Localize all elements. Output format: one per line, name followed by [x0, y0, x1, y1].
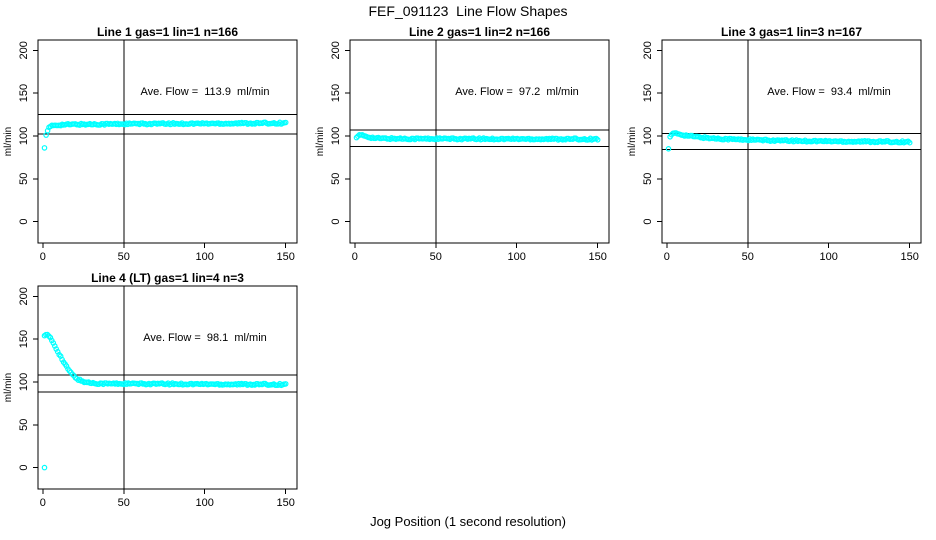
axes	[37, 285, 298, 490]
panel-title-line-3: Line 3 gas=1 lin=3 n=167	[720, 25, 863, 39]
panel-title-line-1: Line 1 gas=1 lin=1 n=166	[96, 25, 239, 39]
ave-flow-label-line-2: Ave. Flow = 97.2 ml/min	[455, 86, 579, 98]
svg-text:150: 150	[900, 251, 918, 263]
svg-text:100: 100	[18, 127, 30, 145]
svg-text:50: 50	[18, 419, 30, 431]
svg-text:100: 100	[196, 251, 214, 263]
svg-text:0: 0	[40, 251, 46, 263]
x-axis-ticks: 0 50 100 150	[352, 243, 607, 263]
svg-text:100: 100	[18, 373, 30, 391]
data-points	[665, 130, 913, 152]
svg-text:50: 50	[18, 173, 30, 185]
figure-title: FEF_091123 Line Flow Shapes	[368, 3, 568, 19]
axes	[349, 39, 610, 244]
plot-line-4: 0 50 100 150 0 50 100 150 200 ml/min	[3, 285, 298, 509]
panel-title-line-2: Line 2 gas=1 lin=2 n=166	[408, 25, 551, 39]
svg-text:150: 150	[18, 84, 30, 102]
svg-text:0: 0	[330, 219, 342, 225]
axes	[37, 39, 298, 244]
svg-text:150: 150	[18, 330, 30, 348]
axes	[661, 39, 922, 244]
svg-text:150: 150	[588, 251, 606, 263]
panel-line-1: 0 50 100 150 0 50 100 150 200 ml/min Line 1 gas=1…	[0, 24, 312, 270]
svg-text:50: 50	[118, 497, 130, 509]
plot-box	[661, 39, 922, 244]
ave-flow-label-line-3: Ave. Flow = 93.4 ml/min	[767, 86, 891, 98]
svg-text:100: 100	[642, 127, 654, 145]
svg-text:100: 100	[508, 251, 526, 263]
y-axis-title: ml/min	[315, 127, 326, 156]
ave-flow-label-line-4: Ave. Flow = 98.1 ml/min	[143, 332, 267, 344]
y-axis-title: ml/min	[3, 127, 14, 156]
plot-line-1: 0 50 100 150 0 50 100 150 200 ml/min	[3, 39, 298, 263]
svg-text:200: 200	[18, 41, 30, 59]
svg-text:0: 0	[18, 219, 30, 225]
svg-text:200: 200	[18, 287, 30, 305]
svg-text:150: 150	[276, 251, 294, 263]
data-points	[353, 132, 601, 143]
outlier-point	[41, 145, 48, 151]
svg-text:100: 100	[196, 497, 214, 509]
outlier-point	[41, 464, 48, 471]
plot-line-2: 0 50 100 150 0 50 100 150 200 ml/min	[315, 39, 610, 263]
data-points	[41, 119, 289, 151]
panel-line-2: 0 50 100 150 0 50 100 150 200 ml/min Line 2 gas=1…	[312, 24, 624, 270]
svg-text:200: 200	[642, 41, 654, 59]
y-axis-ticks: 0 50 100 150 200	[18, 41, 38, 225]
svg-text:150: 150	[276, 497, 294, 509]
plot-box	[349, 39, 610, 244]
panel-title-line-4: Line 4 (LT) gas=1 lin=4 n=3	[91, 271, 244, 285]
y-axis-title: ml/min	[3, 373, 14, 402]
svg-text:50: 50	[330, 173, 342, 185]
y-axis-title: ml/min	[627, 127, 638, 156]
outlier-point	[665, 146, 672, 152]
data-points	[41, 331, 289, 471]
svg-text:50: 50	[430, 251, 442, 263]
svg-text:50: 50	[742, 251, 754, 263]
y-axis-ticks: 0 50 100 150 200	[642, 41, 662, 225]
svg-text:0: 0	[18, 465, 30, 471]
svg-text:150: 150	[642, 84, 654, 102]
y-axis-ticks: 0 50 100 150 200	[330, 41, 350, 225]
ave-flow-label-line-1: Ave. Flow = 113.9 ml/min	[140, 86, 270, 98]
panel-line-3: 0 50 100 150 0 50 100 150 200 ml/min Line 3 gas=1…	[624, 24, 936, 270]
x-axis-ticks: 0 50 100 150	[664, 243, 919, 263]
svg-text:0: 0	[664, 251, 670, 263]
svg-text:0: 0	[352, 251, 358, 263]
svg-text:50: 50	[642, 173, 654, 185]
plot-box	[37, 285, 298, 490]
plot-line-3: 0 50 100 150 0 50 100 150 200 ml/min	[627, 39, 922, 263]
x-axis-label: Jog Position (1 second resolution)	[370, 514, 566, 529]
svg-text:100: 100	[820, 251, 838, 263]
svg-text:150: 150	[330, 84, 342, 102]
svg-text:50: 50	[118, 251, 130, 263]
svg-text:200: 200	[330, 41, 342, 59]
y-axis-ticks: 0 50 100 150 200	[18, 287, 38, 471]
panel-line-4: 0 50 100 150 0 50 100 150 200 ml/min Line 4 (LT) …	[0, 270, 312, 516]
x-axis-ticks: 0 50 100 150	[40, 243, 295, 263]
svg-text:0: 0	[642, 219, 654, 225]
svg-text:0: 0	[40, 497, 46, 509]
plot-box	[37, 39, 298, 244]
svg-text:100: 100	[330, 127, 342, 145]
x-axis-ticks: 0 50 100 150	[40, 489, 295, 509]
